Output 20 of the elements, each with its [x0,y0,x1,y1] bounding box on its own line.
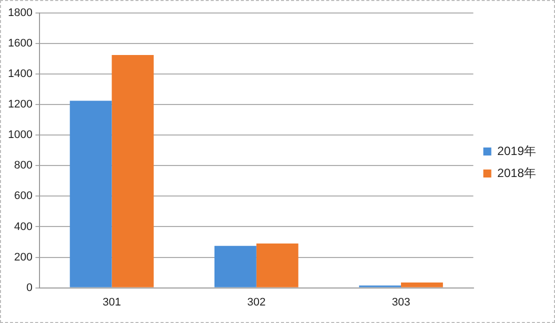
y-tick-label: 1200 [8,98,32,111]
y-tick-label: 600 [14,190,32,202]
y-tick-label: 0 [26,282,32,294]
y-tick-label: 1600 [8,38,32,50]
x-tick-label: 301 [102,296,121,308]
legend-label: 2018年 [497,166,536,180]
x-tick-label: 303 [392,296,410,308]
bar [70,100,112,288]
y-tick-label: 1000 [8,129,32,142]
bar [256,244,298,288]
y-tick-label: 400 [14,220,32,233]
bar [214,246,256,288]
y-tick-label: 200 [14,251,32,264]
y-tick-label: 1400 [8,68,32,80]
legend-label: 2019年 [497,144,536,158]
y-tick-label: 1800 [8,7,32,20]
y-tick-label: 800 [14,160,32,172]
x-tick-label: 302 [247,296,266,308]
bar [401,282,443,288]
bar [112,54,154,288]
